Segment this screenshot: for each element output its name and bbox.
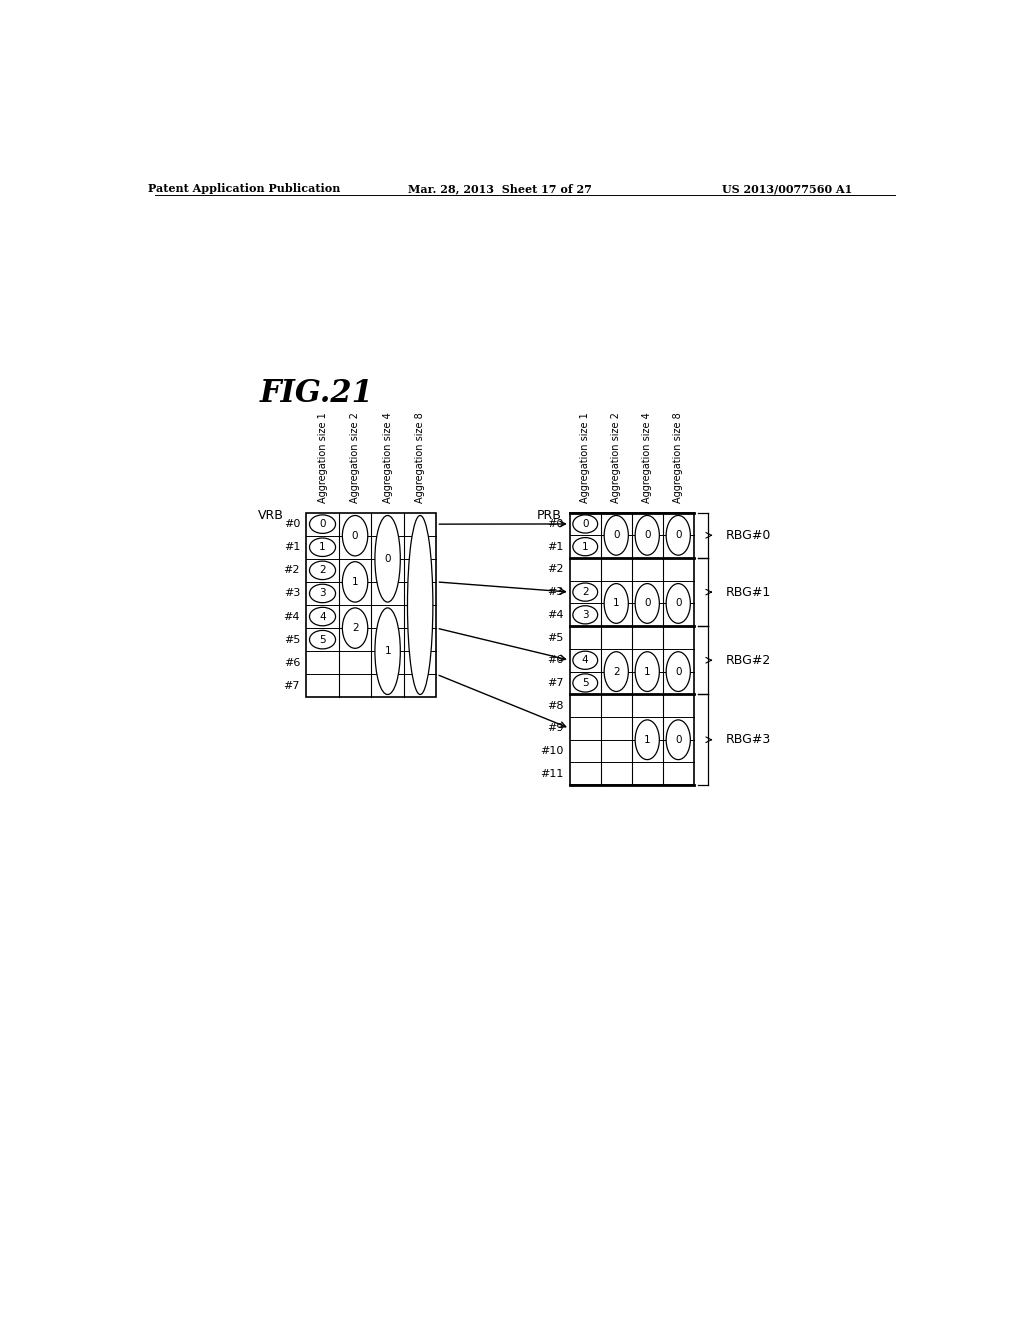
- Text: FIG.21: FIG.21: [260, 378, 374, 409]
- Ellipse shape: [572, 537, 598, 556]
- Ellipse shape: [572, 675, 598, 692]
- Ellipse shape: [342, 562, 368, 602]
- Ellipse shape: [667, 719, 690, 759]
- Text: #9: #9: [547, 723, 563, 734]
- Text: US 2013/0077560 A1: US 2013/0077560 A1: [722, 183, 852, 194]
- Text: 1: 1: [644, 735, 650, 744]
- Text: #8: #8: [547, 701, 563, 710]
- Text: #2: #2: [547, 565, 563, 574]
- Ellipse shape: [635, 652, 659, 692]
- Text: Aggregation size 2: Aggregation size 2: [350, 412, 360, 503]
- Text: 0: 0: [675, 735, 682, 744]
- Text: Aggregation size 1: Aggregation size 1: [317, 413, 328, 503]
- Ellipse shape: [572, 651, 598, 669]
- Text: Aggregation size 4: Aggregation size 4: [383, 413, 392, 503]
- Text: #1: #1: [547, 541, 563, 552]
- Text: #1: #1: [284, 543, 300, 552]
- Text: 0: 0: [352, 531, 358, 541]
- Text: #2: #2: [284, 565, 300, 576]
- Ellipse shape: [604, 652, 629, 692]
- Ellipse shape: [408, 516, 433, 694]
- Ellipse shape: [572, 515, 598, 533]
- Bar: [306, 512, 436, 697]
- Text: 4: 4: [319, 611, 326, 622]
- Ellipse shape: [604, 583, 629, 623]
- Ellipse shape: [604, 515, 629, 556]
- Text: VRB: VRB: [258, 508, 284, 521]
- Ellipse shape: [667, 652, 690, 692]
- Text: #7: #7: [284, 681, 300, 690]
- Bar: [569, 512, 693, 785]
- Text: #0: #0: [547, 519, 563, 529]
- Text: 3: 3: [582, 610, 589, 620]
- Text: RBG#0: RBG#0: [726, 529, 771, 541]
- Ellipse shape: [635, 515, 659, 556]
- Text: Aggregation size 8: Aggregation size 8: [415, 413, 425, 503]
- Ellipse shape: [309, 515, 336, 533]
- Text: #6: #6: [547, 655, 563, 665]
- Text: 0: 0: [644, 598, 650, 609]
- Text: RBG#1: RBG#1: [726, 586, 771, 598]
- Text: 0: 0: [644, 531, 650, 540]
- Text: #5: #5: [284, 635, 300, 644]
- Text: Aggregation size 4: Aggregation size 4: [642, 413, 652, 503]
- Text: 0: 0: [319, 519, 326, 529]
- Ellipse shape: [667, 515, 690, 556]
- Ellipse shape: [375, 516, 400, 602]
- Text: 1: 1: [582, 541, 589, 552]
- Text: 1: 1: [384, 647, 391, 656]
- Text: Aggregation size 8: Aggregation size 8: [673, 413, 683, 503]
- Text: 0: 0: [675, 531, 682, 540]
- Text: 1: 1: [613, 598, 620, 609]
- Text: #10: #10: [541, 746, 563, 756]
- Text: #3: #3: [547, 587, 563, 597]
- Text: #4: #4: [284, 611, 300, 622]
- Text: #5: #5: [547, 632, 563, 643]
- Ellipse shape: [342, 609, 368, 648]
- Ellipse shape: [375, 609, 400, 694]
- Ellipse shape: [309, 607, 336, 626]
- Text: #7: #7: [547, 678, 563, 688]
- Text: 5: 5: [582, 678, 589, 688]
- Ellipse shape: [342, 516, 368, 556]
- Ellipse shape: [572, 583, 598, 601]
- Text: 1: 1: [644, 667, 650, 677]
- Text: Aggregation size 1: Aggregation size 1: [581, 413, 590, 503]
- Text: 0: 0: [675, 598, 682, 609]
- Text: Patent Application Publication: Patent Application Publication: [148, 183, 340, 194]
- Ellipse shape: [572, 606, 598, 624]
- Text: 1: 1: [352, 577, 358, 587]
- Text: #4: #4: [547, 610, 563, 620]
- Text: PRB: PRB: [538, 508, 562, 521]
- Text: 5: 5: [319, 635, 326, 644]
- Ellipse shape: [309, 631, 336, 649]
- Text: 0: 0: [384, 554, 391, 564]
- Ellipse shape: [667, 583, 690, 623]
- Text: #3: #3: [284, 589, 300, 598]
- Text: 2: 2: [582, 587, 589, 597]
- Ellipse shape: [309, 585, 336, 603]
- Text: #11: #11: [541, 768, 563, 779]
- Text: RBG#3: RBG#3: [726, 733, 771, 746]
- Text: 0: 0: [582, 519, 589, 529]
- Text: 4: 4: [582, 655, 589, 665]
- Ellipse shape: [309, 561, 336, 579]
- Text: 3: 3: [319, 589, 326, 598]
- Text: #6: #6: [284, 657, 300, 668]
- Text: 1: 1: [319, 543, 326, 552]
- Text: 2: 2: [352, 623, 358, 634]
- Ellipse shape: [635, 719, 659, 759]
- Text: 2: 2: [319, 565, 326, 576]
- Text: #0: #0: [284, 519, 300, 529]
- Ellipse shape: [635, 583, 659, 623]
- Text: 0: 0: [613, 531, 620, 540]
- Ellipse shape: [309, 539, 336, 557]
- Text: RBG#2: RBG#2: [726, 653, 771, 667]
- Text: Aggregation size 2: Aggregation size 2: [611, 412, 622, 503]
- Text: 0: 0: [675, 667, 682, 677]
- Text: Mar. 28, 2013  Sheet 17 of 27: Mar. 28, 2013 Sheet 17 of 27: [408, 183, 592, 194]
- Text: 2: 2: [613, 667, 620, 677]
